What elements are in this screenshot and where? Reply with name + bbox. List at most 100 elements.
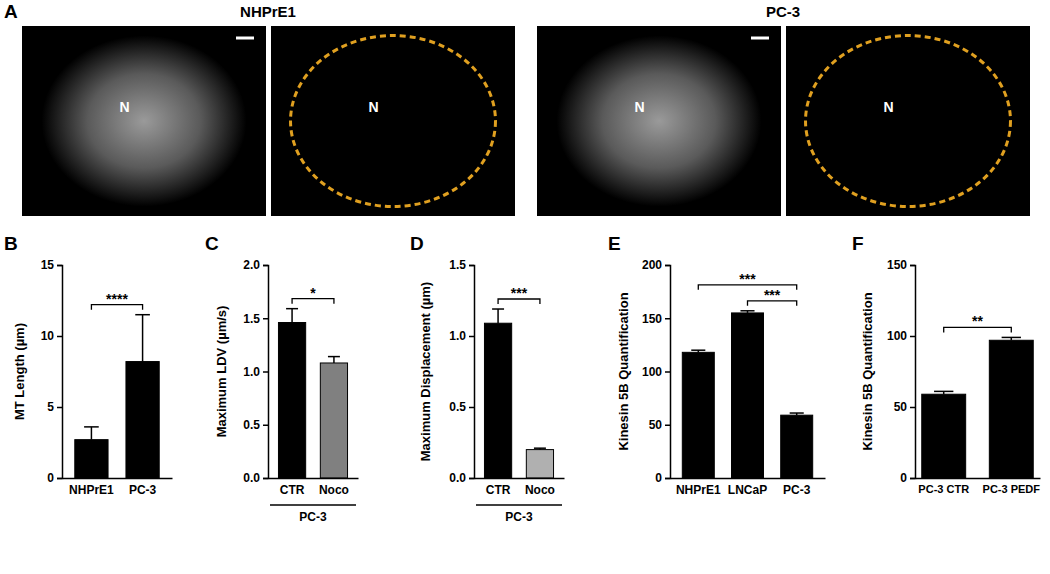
x-tick-label: PC-3 [129,483,157,497]
bar [278,323,305,478]
y-axis: 051015 [41,258,63,485]
y-tick-mark [469,478,474,480]
y-tick-label: 100 [642,365,662,379]
image-background [22,26,266,216]
y-tick-label: 5 [47,400,54,414]
error-bar-stem [497,309,499,323]
error-bar-cap [691,349,705,351]
y-tick-label: 15 [41,258,55,272]
x-tick: Noco [319,478,349,497]
y-tick-mark [57,265,62,267]
y-tick-label: 0 [900,471,907,485]
y-tick-mark [469,407,474,409]
panel-letter: A [4,1,18,22]
traced-filaments [806,36,1011,207]
y-axis: 0.00.51.01.5 [449,258,474,485]
x-axis-line [671,478,826,480]
chart: D0.00.51.01.5CTRNocoPC-3Maximum Displace… [410,233,565,524]
y-tick: 2.0 [243,258,268,272]
y-tick: 150 [887,258,915,272]
y-axis-line [469,266,475,479]
x-tick-label: PC-3 [783,483,811,497]
y-tick: 0.5 [243,418,268,432]
chart: C0.00.51.01.52.0CTRNocoPC-3Maximum LDV (… [205,233,359,524]
y-tick-mark [665,371,670,373]
y-tick-mark [263,371,268,373]
error-bar-cap [790,412,804,414]
x-tick: PC-3 CTR [918,478,969,495]
traced-filaments [291,36,496,207]
y-tick-mark [263,265,268,267]
x-axis-line [63,478,173,480]
scale-bar [751,37,769,40]
y-tick: 1.0 [449,329,474,343]
y-axis: 0.00.51.01.52.0 [243,258,268,485]
y-axis-label: Kinesin 5B Quantification [616,292,631,450]
y-axis-line [57,266,63,479]
error-bar [691,350,705,352]
error-bar [135,315,150,362]
micrograph: N [22,26,266,216]
error-bar [534,448,546,449]
nucleus-label: N [119,99,129,115]
y-tick: 0 [655,471,670,485]
x-tick: NHPrE1 [676,478,721,497]
error-bar [328,357,340,363]
y-tick-mark [910,265,915,267]
error-bar-cap [534,447,546,449]
error-bar [492,309,504,323]
y-axis-label: MT Length (µm) [12,323,27,420]
image-title: NHPrE1 [240,3,296,20]
nucleus-label: N [368,99,378,115]
y-tick-mark [665,318,670,320]
x-axis: PC-3 CTR PC-3 PEDF [916,478,1041,495]
significance-label: *** [764,287,781,303]
panel-letter: C [205,233,219,254]
error-bar [740,311,754,313]
y-tick-label: 150 [642,312,662,326]
significance-label: *** [511,285,528,301]
error-bar [1002,337,1021,340]
y-axis-label: Maximum Displacement (µm) [418,282,433,461]
chart: F050100150PC-3 CTRPC-3 PEDFKinesin 5B Qu… [852,233,1041,495]
y-tick-mark [665,265,670,267]
x-tick: PC-3 PEDF [983,478,1041,495]
figure: ANHPrE1NNPC-3NNB051015NHPrE1PC-3MT Lengt… [0,0,1050,574]
bar [484,323,511,478]
y-tick-mark [263,478,268,480]
y-tick: 15 [41,258,62,272]
y-tick-label: 1.5 [449,258,466,272]
scale-bar [236,37,254,40]
y-tick-label: 0 [655,471,662,485]
x-tick-label: PC-3 PEDF [983,483,1041,495]
y-tick-mark [910,336,915,338]
bar [732,313,764,478]
y-tick: 1.5 [449,258,474,272]
y-tick-mark [469,265,474,267]
x-axis-label: PC-3 [505,510,533,524]
y-axis: 050100150 [887,258,916,485]
x-axis: NHPrE1PC-3 [63,478,173,497]
y-tick-label: 2.0 [243,258,260,272]
cell-body [42,36,247,207]
error-bar-cap [286,308,298,310]
x-axis-label: PC-3 [299,510,327,524]
error-bar [934,391,953,394]
plot-area [278,309,347,478]
bar [989,340,1033,478]
y-tick-label: 0.0 [449,471,466,485]
x-tick-label: CTR [486,483,511,497]
panel-letter: F [852,233,864,254]
error-bar-cap [328,356,340,358]
y-tick: 0 [900,471,915,485]
y-tick-mark [57,407,62,409]
chart: B051015NHPrE1PC-3MT Length (µm)**** [4,233,173,497]
x-axis-line [269,478,359,480]
y-tick-label: 0.5 [243,418,260,432]
y-tick-label: 100 [887,329,907,343]
y-axis-line [263,266,269,479]
bar [682,352,714,478]
x-tick-label: Noco [319,483,349,497]
x-tick-label: LNCaP [728,483,767,497]
error-bar [84,427,99,440]
